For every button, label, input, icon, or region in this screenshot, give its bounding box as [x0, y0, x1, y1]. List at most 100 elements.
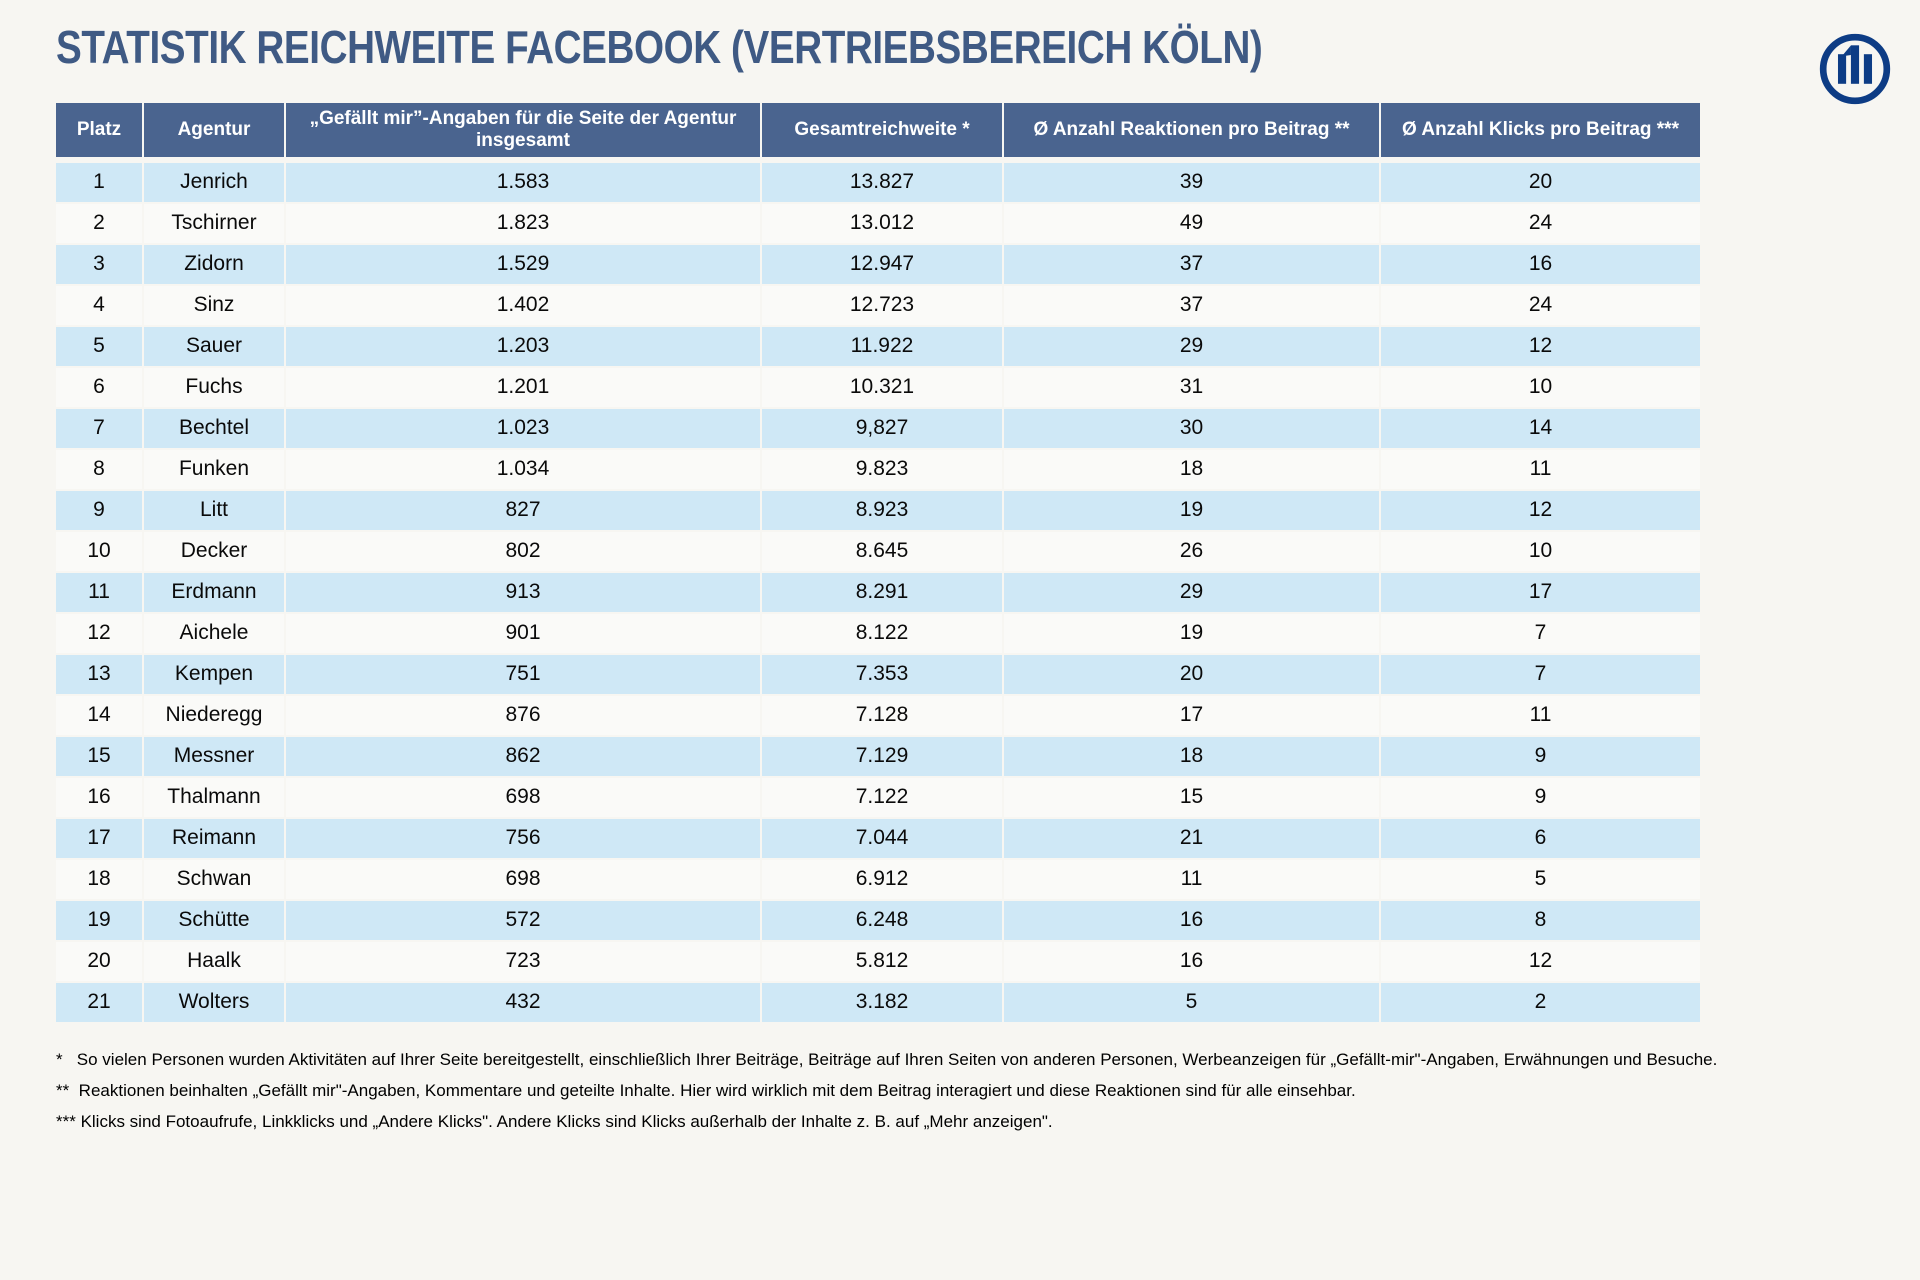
- column-header-agentur: Agentur: [144, 103, 284, 157]
- table-cell: 37: [1004, 245, 1379, 284]
- footnote-reichweite: * So vielen Personen wurden Aktivitäten …: [56, 1050, 1718, 1069]
- table-cell: 11: [1381, 450, 1700, 489]
- table-cell: 14: [56, 696, 142, 735]
- table-row: 11 Erdmann 913 8.291 29 17: [56, 573, 1700, 612]
- table-cell: 10.321: [762, 368, 1002, 407]
- table-row: 7 Bechtel 1.023 9,827 30 14: [56, 409, 1700, 448]
- table-cell: 16: [1381, 245, 1700, 284]
- table-cell: 31: [1004, 368, 1379, 407]
- table-cell: Wolters: [144, 983, 284, 1022]
- table-cell: 9: [1381, 737, 1700, 776]
- table-cell: 572: [286, 901, 760, 940]
- table-cell: 15: [56, 737, 142, 776]
- table-cell: 6: [56, 368, 142, 407]
- table-cell: 24: [1381, 204, 1700, 243]
- table-cell: Schwan: [144, 860, 284, 899]
- table-cell: 19: [56, 901, 142, 940]
- table-cell: 12: [56, 614, 142, 653]
- table-row: 14 Niederegg 876 7.128 17 11: [56, 696, 1700, 735]
- table-cell: 21: [56, 983, 142, 1022]
- table-row: 13 Kempen 751 7.353 20 7: [56, 655, 1700, 694]
- table-cell: 1.583: [286, 163, 760, 202]
- table-cell: Schütte: [144, 901, 284, 940]
- table-cell: 7.044: [762, 819, 1002, 858]
- table-cell: 19: [1004, 491, 1379, 530]
- table-cell: 9: [56, 491, 142, 530]
- table-row: 2 Tschirner 1.823 13.012 49 24: [56, 204, 1700, 243]
- table-row: 17 Reimann 756 7.044 21 6: [56, 819, 1700, 858]
- table-cell: 8.645: [762, 532, 1002, 571]
- table-cell: 3: [56, 245, 142, 284]
- table-cell: Decker: [144, 532, 284, 571]
- table-cell: 24: [1381, 286, 1700, 325]
- column-header-klicks: Ø Anzahl Klicks pro Beitrag ***: [1381, 103, 1700, 157]
- table-cell: 6: [1381, 819, 1700, 858]
- table-cell: 20: [1381, 163, 1700, 202]
- footnote-klicks: *** Klicks sind Fotoaufrufe, Linkklicks …: [56, 1112, 1053, 1131]
- table-cell: Haalk: [144, 942, 284, 981]
- column-header-gesamtreichweite: Gesamtreichweite *: [762, 103, 1002, 157]
- table-cell: 698: [286, 860, 760, 899]
- table-cell: 5.812: [762, 942, 1002, 981]
- table-row: 21 Wolters 432 3.182 5 2: [56, 983, 1700, 1022]
- table-cell: Niederegg: [144, 696, 284, 735]
- table-cell: 1.023: [286, 409, 760, 448]
- table-cell: 698: [286, 778, 760, 817]
- table-row: 9 Litt 827 8.923 19 12: [56, 491, 1700, 530]
- table-cell: 9,827: [762, 409, 1002, 448]
- table-cell: 12.947: [762, 245, 1002, 284]
- table-cell: 4: [56, 286, 142, 325]
- table-row: 20 Haalk 723 5.812 16 12: [56, 942, 1700, 981]
- table-cell: 9: [1381, 778, 1700, 817]
- table-row: 18 Schwan 698 6.912 11 5: [56, 860, 1700, 899]
- table-cell: 7.128: [762, 696, 1002, 735]
- table-cell: 19: [1004, 614, 1379, 653]
- column-header-gefaellt-mir: „Gefällt mir”-Angaben für die Seite der …: [286, 103, 760, 157]
- table-cell: 9.823: [762, 450, 1002, 489]
- table-cell: 8: [1381, 901, 1700, 940]
- table-cell: 26: [1004, 532, 1379, 571]
- table-cell: 18: [1004, 450, 1379, 489]
- table-cell: 723: [286, 942, 760, 981]
- table-cell: 8: [56, 450, 142, 489]
- table-cell: 20: [1004, 655, 1379, 694]
- table-cell: Sinz: [144, 286, 284, 325]
- table-cell: Thalmann: [144, 778, 284, 817]
- table-cell: 29: [1004, 327, 1379, 366]
- table-cell: 17: [56, 819, 142, 858]
- table-cell: 751: [286, 655, 760, 694]
- table-cell: 6.248: [762, 901, 1002, 940]
- table-cell: 876: [286, 696, 760, 735]
- table-cell: 12: [1381, 491, 1700, 530]
- table-cell: Funken: [144, 450, 284, 489]
- table-cell: Zidorn: [144, 245, 284, 284]
- table-cell: 5: [56, 327, 142, 366]
- table-cell: Erdmann: [144, 573, 284, 612]
- statistics-table: Platz Agentur „Gefällt mir”-Angaben für …: [56, 103, 1700, 1024]
- table-cell: 12.723: [762, 286, 1002, 325]
- table-cell: Aichele: [144, 614, 284, 653]
- table-cell: 1.529: [286, 245, 760, 284]
- table-cell: 30: [1004, 409, 1379, 448]
- table-cell: 13: [56, 655, 142, 694]
- allianz-logo-icon: [1819, 33, 1891, 105]
- table-cell: 29: [1004, 573, 1379, 612]
- table-cell: 11: [1004, 860, 1379, 899]
- table-cell: 756: [286, 819, 760, 858]
- table-cell: Tschirner: [144, 204, 284, 243]
- table-cell: 7.122: [762, 778, 1002, 817]
- table-cell: 16: [1004, 942, 1379, 981]
- table-cell: 18: [1004, 737, 1379, 776]
- table-cell: 2: [1381, 983, 1700, 1022]
- table-cell: Litt: [144, 491, 284, 530]
- table-cell: 11.922: [762, 327, 1002, 366]
- column-header-platz: Platz: [56, 103, 142, 157]
- table-cell: 7: [56, 409, 142, 448]
- table-cell: 1.203: [286, 327, 760, 366]
- table-cell: 11: [1381, 696, 1700, 735]
- table-cell: 14: [1381, 409, 1700, 448]
- table-cell: 13.827: [762, 163, 1002, 202]
- table-row: 1 Jenrich 1.583 13.827 39 20: [56, 163, 1700, 202]
- table-body: 1 Jenrich 1.583 13.827 39 20 2 Tschirner 1.823 13…: [56, 163, 1700, 1022]
